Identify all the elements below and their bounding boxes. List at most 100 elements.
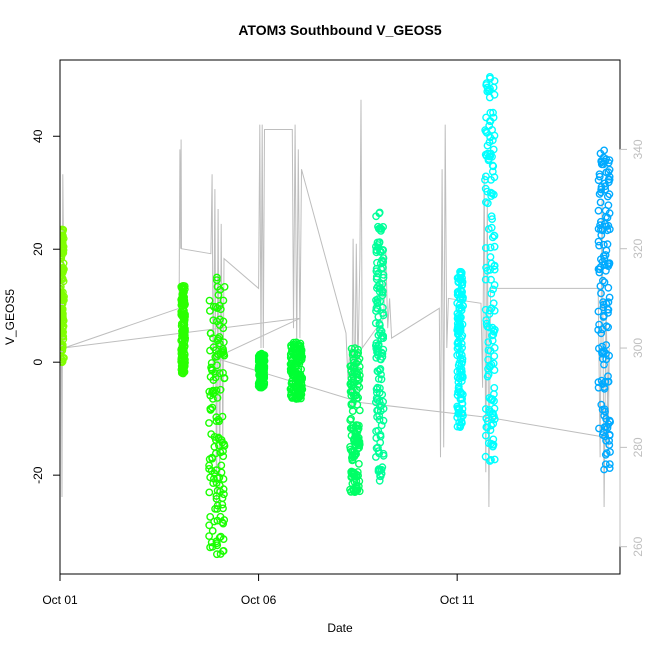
- x-axis-label: Date: [327, 621, 353, 635]
- data-point: [257, 383, 266, 392]
- data-point: [456, 354, 465, 363]
- data-point: [355, 354, 364, 363]
- series-9: [481, 73, 499, 465]
- data-point: [350, 488, 359, 496]
- data-point: [604, 201, 613, 210]
- data-point: [217, 461, 226, 470]
- data-point: [595, 241, 603, 250]
- data-point: [600, 146, 608, 155]
- data-point: [602, 155, 611, 164]
- data-point: [487, 455, 495, 464]
- data-point: [60, 238, 67, 246]
- data-point: [207, 430, 216, 438]
- data-point: [205, 419, 213, 427]
- data-point: [350, 447, 359, 456]
- data-point: [486, 188, 495, 197]
- data-point: [454, 343, 463, 352]
- data-point: [287, 384, 296, 392]
- data-point: [179, 369, 188, 378]
- data-point: [209, 343, 218, 352]
- data-point: [205, 306, 214, 315]
- data-point: [489, 113, 498, 122]
- data-point: [377, 375, 386, 384]
- data-point: [205, 488, 214, 497]
- data-point: [490, 325, 499, 334]
- data-point: [481, 184, 490, 193]
- data-point: [485, 121, 494, 130]
- data-point: [594, 325, 603, 334]
- data-point: [60, 226, 67, 235]
- data-point: [212, 466, 221, 475]
- data-point: [372, 248, 381, 257]
- data-point: [206, 406, 215, 414]
- data-point: [60, 308, 66, 316]
- data-point: [489, 435, 498, 444]
- data-point: [601, 432, 609, 441]
- data-point: [603, 240, 612, 249]
- data-point: [482, 423, 491, 431]
- data-point: [376, 355, 385, 364]
- data-point: [596, 221, 604, 230]
- data-point: [354, 459, 363, 468]
- data-point: [485, 393, 494, 402]
- data-point: [453, 309, 462, 318]
- data-point: [456, 323, 465, 332]
- data-point: [60, 312, 65, 321]
- data-point: [490, 455, 499, 464]
- data-point: [205, 532, 214, 540]
- y-tick-label: 20: [31, 242, 45, 256]
- data-point: [178, 342, 187, 350]
- data-point: [597, 157, 606, 166]
- data-point: [60, 254, 65, 263]
- data-point: [180, 315, 189, 324]
- data-point: [490, 352, 499, 360]
- data-point: [373, 348, 381, 356]
- data-point: [212, 386, 221, 395]
- data-point: [207, 538, 216, 547]
- series-4: [254, 349, 269, 392]
- right-y-axis: 260 280 300 320 340: [619, 139, 645, 557]
- data-point: [605, 431, 614, 440]
- data-point: [210, 517, 219, 526]
- data-point: [486, 84, 494, 93]
- data-point: [207, 466, 216, 475]
- data-point: [485, 405, 494, 414]
- data-point: [458, 372, 467, 381]
- data-point: [454, 338, 463, 347]
- data-point: [378, 291, 387, 300]
- data-point: [372, 264, 381, 273]
- data-point: [600, 179, 609, 188]
- data-point: [455, 326, 463, 335]
- data-point: [349, 435, 358, 444]
- data-point: [605, 190, 614, 199]
- data-point: [207, 359, 216, 367]
- data-point: [594, 206, 603, 215]
- x-tick-label: Oct 11: [440, 593, 475, 607]
- data-point: [374, 312, 383, 321]
- data-point: [257, 349, 266, 358]
- data-point: [481, 305, 490, 314]
- data-point: [488, 233, 497, 242]
- data-point: [347, 400, 356, 408]
- data-point: [453, 299, 462, 308]
- data-point: [488, 336, 497, 345]
- data-point: [206, 513, 215, 521]
- data-point: [60, 358, 66, 367]
- data-point: [604, 377, 612, 386]
- data-point: [597, 231, 606, 240]
- series-8: [453, 267, 467, 431]
- data-point: [372, 388, 381, 397]
- data-point: [255, 354, 264, 363]
- data-point: [60, 331, 67, 340]
- data-point: [455, 418, 464, 427]
- data-point: [605, 293, 614, 302]
- data-point: [485, 306, 494, 315]
- data-point: [347, 453, 356, 462]
- data-point: [177, 355, 186, 364]
- data-point: [373, 395, 382, 404]
- data-point: [490, 173, 499, 182]
- data-point: [457, 367, 466, 376]
- data-point: [490, 306, 499, 315]
- data-point: [600, 261, 609, 269]
